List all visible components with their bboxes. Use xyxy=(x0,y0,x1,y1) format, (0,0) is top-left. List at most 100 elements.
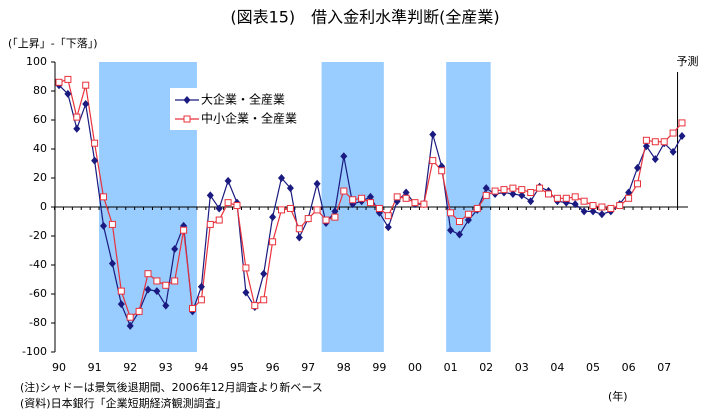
marker xyxy=(278,174,285,182)
marker xyxy=(473,204,481,212)
marker xyxy=(527,197,535,206)
marker xyxy=(678,131,686,140)
marker xyxy=(447,226,455,235)
note: (資料)日本銀行「企業短期経済観測調査」 xyxy=(20,396,227,410)
marker xyxy=(651,138,659,146)
marker xyxy=(286,184,294,193)
marker xyxy=(438,167,446,175)
marker xyxy=(82,81,90,89)
marker xyxy=(553,194,561,202)
marker xyxy=(509,184,517,192)
marker xyxy=(64,89,72,98)
marker xyxy=(82,100,90,109)
marker xyxy=(464,216,472,225)
marker xyxy=(242,264,250,272)
marker xyxy=(491,187,499,195)
marker xyxy=(108,220,116,228)
x-tick-label: 07 xyxy=(657,361,671,374)
marker xyxy=(571,193,579,201)
marker xyxy=(331,207,339,216)
marker xyxy=(482,191,490,199)
marker xyxy=(420,200,428,208)
marker xyxy=(233,202,241,210)
marker xyxy=(153,287,161,296)
marker xyxy=(197,296,205,304)
x-tick-label: 90 xyxy=(52,361,66,374)
x-tick-label: 05 xyxy=(586,361,600,374)
x-tick-label: 96 xyxy=(266,361,280,374)
x-tick-label: 04 xyxy=(550,361,564,374)
marker xyxy=(669,129,677,137)
marker xyxy=(340,187,348,195)
marker xyxy=(215,216,223,224)
marker xyxy=(269,213,277,222)
y-axis-label: (「上昇」-「下落」) xyxy=(8,37,98,50)
marker xyxy=(206,220,214,228)
marker xyxy=(518,191,526,200)
marker xyxy=(295,225,303,233)
marker xyxy=(589,207,597,216)
legend-label: 大企業・全産業 xyxy=(201,92,285,107)
marker xyxy=(509,189,517,198)
x-tick-label: 97 xyxy=(301,361,315,374)
marker xyxy=(464,210,472,218)
marker xyxy=(171,245,179,254)
forecast-label: 予測 xyxy=(677,54,699,68)
y-tick-label: -100 xyxy=(22,345,47,358)
legend-marker xyxy=(183,96,191,104)
legend-marker xyxy=(183,115,191,123)
marker xyxy=(189,305,196,312)
marker xyxy=(251,302,259,310)
y-tick-label: -60 xyxy=(29,287,47,300)
marker xyxy=(73,113,81,121)
y-tick-label: 40 xyxy=(33,142,47,155)
marker xyxy=(286,204,294,212)
marker xyxy=(536,184,544,192)
marker xyxy=(367,199,374,207)
marker xyxy=(375,204,383,212)
marker xyxy=(108,259,116,268)
marker xyxy=(411,199,419,207)
y-tick-label: 100 xyxy=(26,55,47,68)
marker xyxy=(634,180,641,188)
marker xyxy=(180,226,188,234)
marker xyxy=(580,197,588,205)
marker xyxy=(456,218,463,225)
marker xyxy=(126,321,134,330)
marker xyxy=(162,281,170,289)
marker xyxy=(358,194,366,202)
marker xyxy=(242,288,250,297)
marker xyxy=(260,296,268,304)
marker xyxy=(402,194,410,202)
marker xyxy=(616,202,624,210)
marker xyxy=(571,200,579,209)
marker xyxy=(91,139,99,147)
marker xyxy=(73,124,81,133)
marker xyxy=(269,238,277,246)
marker xyxy=(598,210,606,219)
marker xyxy=(349,196,357,204)
marker xyxy=(642,136,650,144)
marker xyxy=(224,199,232,207)
marker xyxy=(100,221,107,230)
marker xyxy=(304,215,312,223)
marker xyxy=(64,75,72,83)
marker xyxy=(607,204,615,212)
marker xyxy=(117,300,125,309)
marker xyxy=(295,233,303,242)
marker xyxy=(402,188,410,197)
marker xyxy=(625,194,633,202)
marker xyxy=(322,216,330,224)
x-tick-label: 94 xyxy=(194,361,208,374)
marker xyxy=(545,190,552,198)
marker xyxy=(197,282,205,291)
marker xyxy=(206,191,214,200)
marker xyxy=(117,287,125,295)
marker xyxy=(482,184,490,193)
marker xyxy=(384,223,392,232)
marker xyxy=(456,230,463,239)
y-tick-label: -40 xyxy=(29,258,47,271)
x-tick-label: 99 xyxy=(372,361,386,374)
marker xyxy=(598,203,606,211)
